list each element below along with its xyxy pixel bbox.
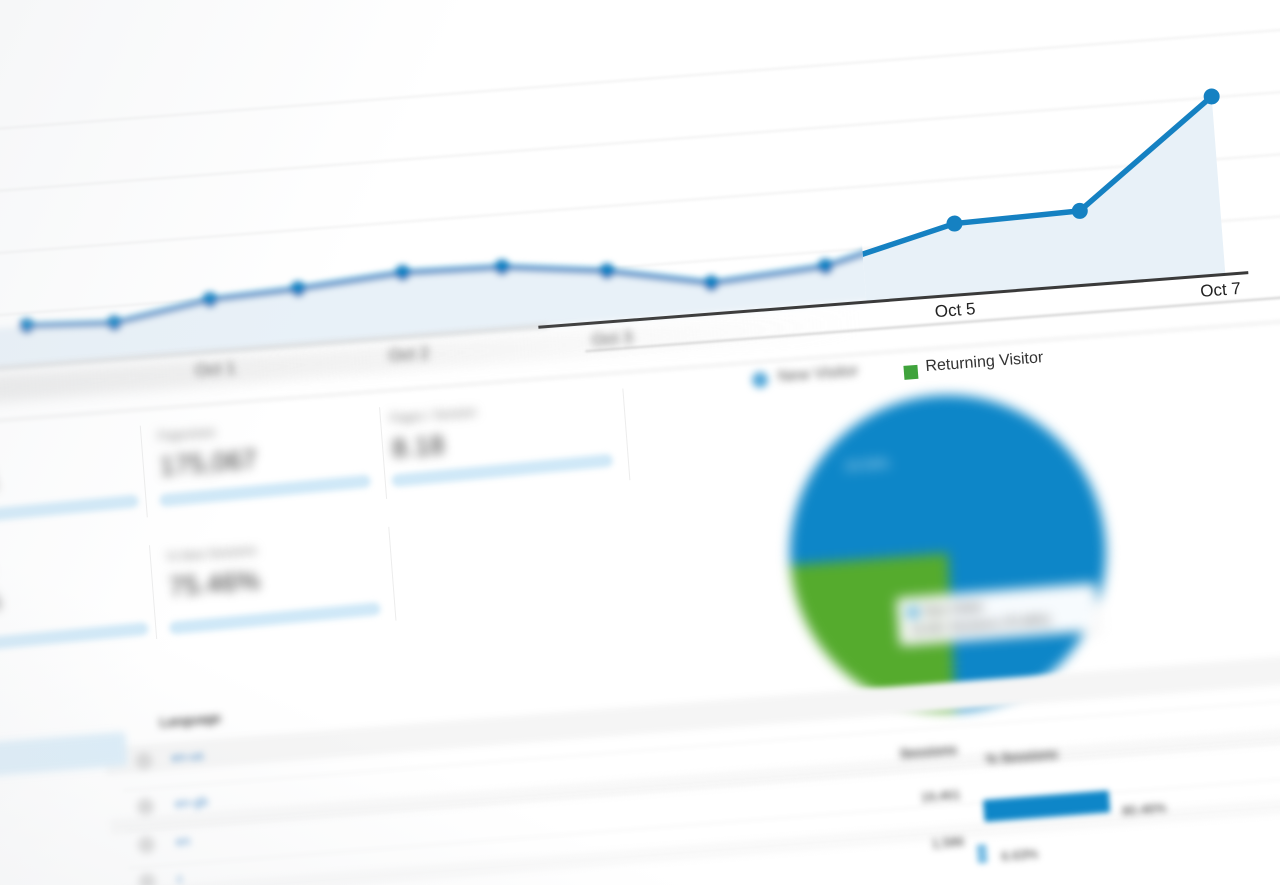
table-row-link[interactable]: en-us: [170, 747, 205, 766]
card-divider: [139, 425, 148, 518]
card-label: Pageviews: [157, 424, 217, 444]
pie-tooltip: New Visitor 19,461 Sessions (75.46%): [896, 582, 1100, 646]
legend-marker-returning-visitor: [903, 364, 919, 380]
column-header-pct-sessions[interactable]: % Sessions: [985, 746, 1059, 767]
card-divider: [148, 545, 158, 640]
table-dimension-title: Language: [159, 710, 222, 730]
row-checkbox[interactable]: [137, 835, 156, 855]
tooltip-line1: New Visitor: [922, 599, 985, 619]
card-value: 175,067: [158, 443, 259, 482]
card-divider: [379, 407, 388, 499]
sessions-line-chart: [0, 88, 1226, 372]
card-value: 0.99%: [0, 584, 3, 621]
card-label: Pages / Session: [389, 404, 477, 426]
card-sparkline: [0, 621, 149, 654]
card-sparkline: [168, 601, 382, 635]
card-sparkline: [0, 494, 140, 527]
card-value: 75.46%: [168, 564, 262, 602]
visitor-type-pie-chart: 24.54% New Visitor 19,461 Sessions (75.4…: [778, 383, 1118, 723]
pie-slice-label: 24.54%: [844, 455, 890, 474]
row-checkbox[interactable]: [136, 797, 155, 816]
pct-sessions-bar: [976, 843, 988, 864]
legend-marker-new-visitor: [751, 371, 769, 389]
card-divider: [622, 388, 631, 481]
table-row-link[interactable]: en-gb: [174, 793, 209, 812]
legend-label-new-visitor[interactable]: New Visitor: [777, 362, 859, 386]
table-row-link[interactable]: en: [175, 833, 191, 850]
timeline-chart: Oct 1 Oct 2 Oct 3 Oct 5 Oct 7: [0, 0, 1280, 422]
table-row-link[interactable]: c: [176, 870, 184, 885]
row-checkbox[interactable]: [138, 872, 157, 885]
card-divider: [388, 526, 397, 621]
card-label: % New Sessions: [166, 543, 258, 564]
card-value: 8.18: [391, 429, 446, 464]
pct-sessions-value: 6.63%: [1000, 846, 1039, 864]
tooltip-swatch: [907, 607, 918, 617]
legend-label-returning-visitor[interactable]: Returning Visitor: [924, 349, 1044, 376]
